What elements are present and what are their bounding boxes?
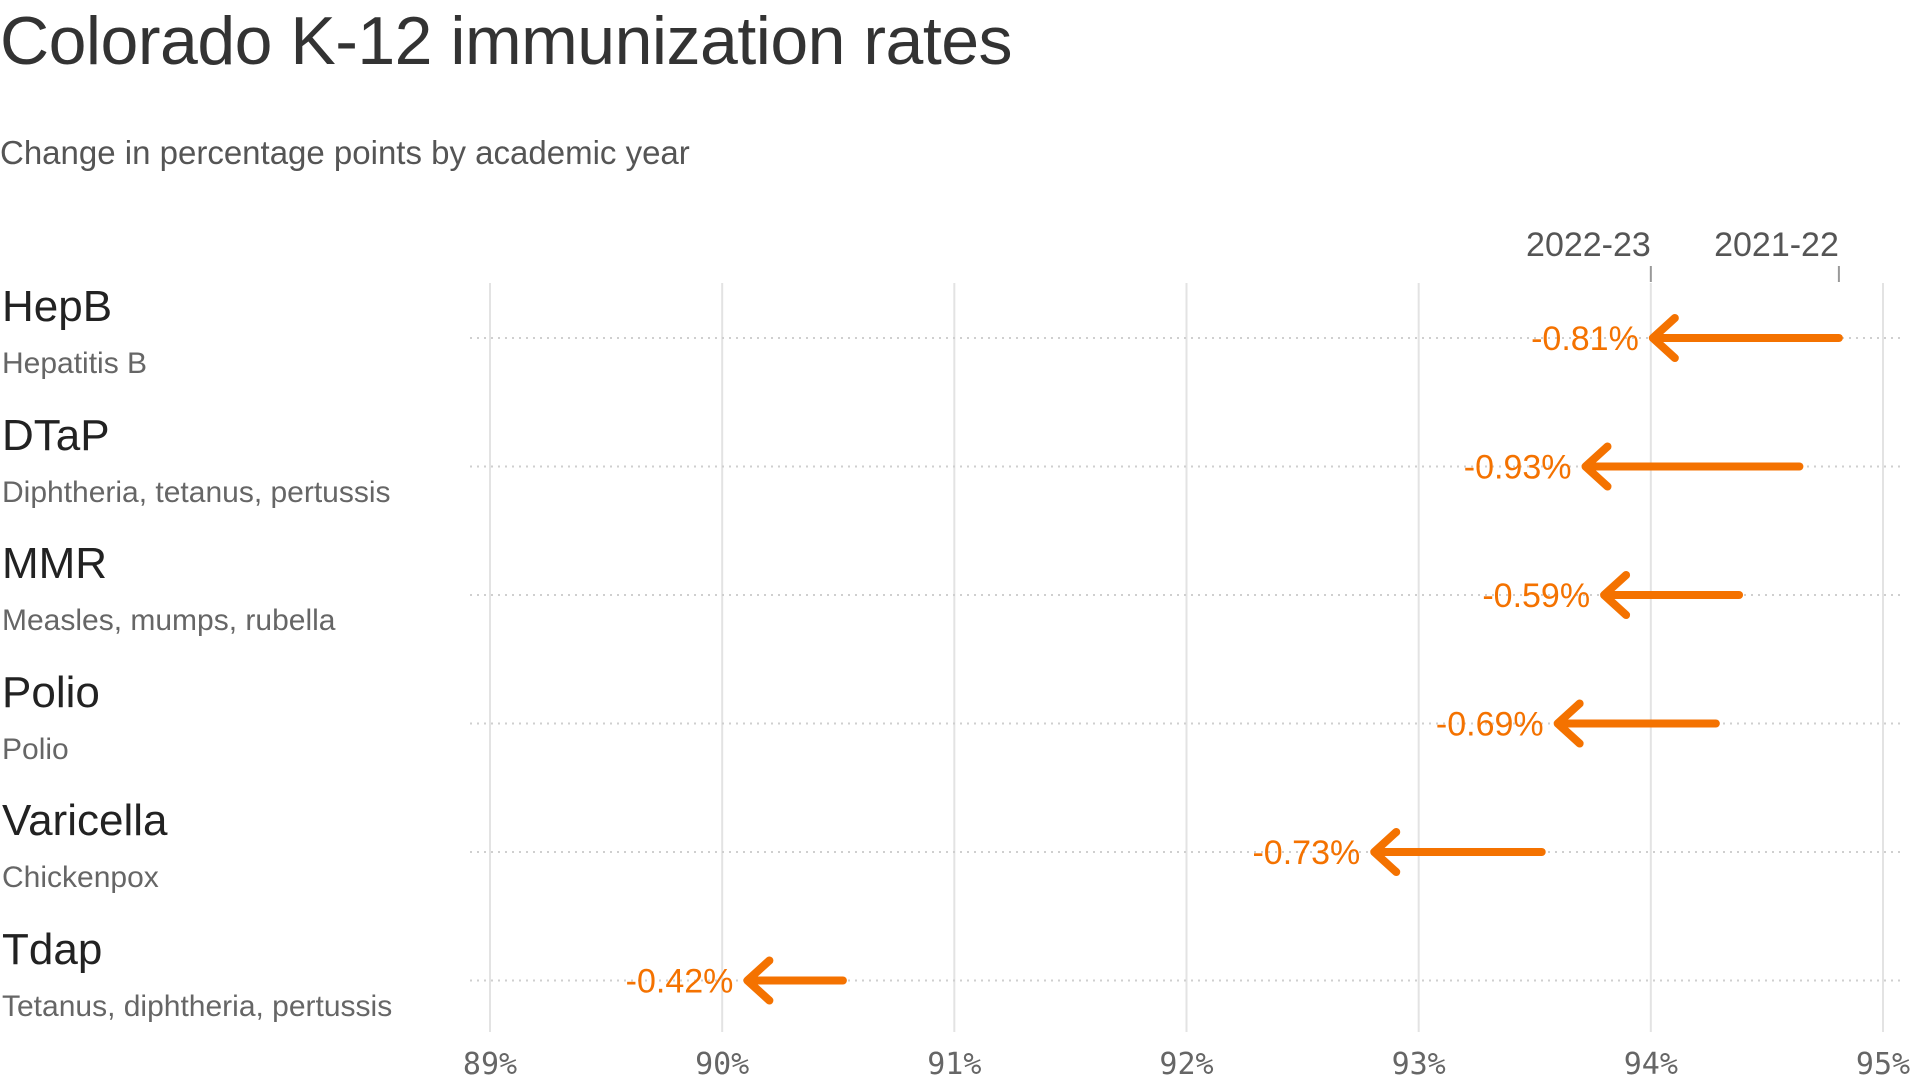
arrow-head	[1553, 699, 1584, 748]
arrow-head	[1648, 314, 1679, 362]
change-data-label: -0.59%	[1482, 577, 1590, 615]
x-tick-label: 93%	[1392, 1047, 1446, 1080]
vaccine-name: MMR	[2, 539, 108, 588]
x-tick-label: 91%	[927, 1047, 981, 1080]
vaccine-name: DTaP	[2, 410, 110, 460]
chart-title: Colorado K-12 immunization rates	[0, 3, 1013, 79]
vaccine-name: Polio	[2, 667, 100, 717]
chart-subtitle: Change in percentage points by academic …	[0, 134, 690, 171]
vaccine-name: HepB	[2, 282, 113, 331]
x-tick-label: 95%	[1856, 1047, 1910, 1080]
x-tick-label: 90%	[695, 1047, 749, 1080]
vaccine-name: Varicella	[2, 796, 168, 845]
row-label: MMR Measles, mumps, rubella	[2, 542, 462, 638]
x-tick-label: 89%	[463, 1047, 517, 1080]
change-data-label: -0.73%	[1252, 834, 1360, 872]
change-data-label: -0.42%	[626, 963, 734, 1001]
vaccine-description: Diphtheria, tetanus, pertussis	[2, 475, 391, 509]
change-data-label: -0.69%	[1436, 706, 1544, 744]
vaccine-description: Hepatitis B	[2, 347, 148, 380]
x-tick-label: 94%	[1624, 1047, 1678, 1080]
row-label: Varicella Chickenpox	[2, 799, 462, 895]
row-label: Tdap Tetanus, diphtheria, pertussis	[2, 924, 462, 1024]
vaccine-description: Chickenpox	[2, 861, 159, 894]
change-data-label: -0.93%	[1464, 449, 1572, 487]
x-tick-label: 92%	[1159, 1047, 1213, 1080]
change-data-label: -0.81%	[1531, 320, 1639, 358]
vaccine-description: Polio	[2, 732, 69, 766]
arrow-head	[1581, 442, 1612, 491]
arrow-head	[743, 956, 774, 1005]
vaccine-description: Tetanus, diphtheria, pertussis	[2, 989, 393, 1023]
vaccine-description: Measles, mumps, rubella	[2, 604, 336, 637]
arrow-head	[1600, 571, 1631, 619]
legend-label-2022-23: 2022-23	[1526, 226, 1651, 264]
legend-label-2021-22: 2021-22	[1714, 226, 1839, 264]
row-label: HepB Hepatitis B	[2, 285, 462, 381]
row-label: DTaP Diphtheria, tetanus, pertussis	[2, 410, 462, 510]
arrow-head	[1370, 828, 1401, 876]
row-label: Polio Polio	[2, 667, 462, 767]
vaccine-name: Tdap	[2, 924, 103, 974]
